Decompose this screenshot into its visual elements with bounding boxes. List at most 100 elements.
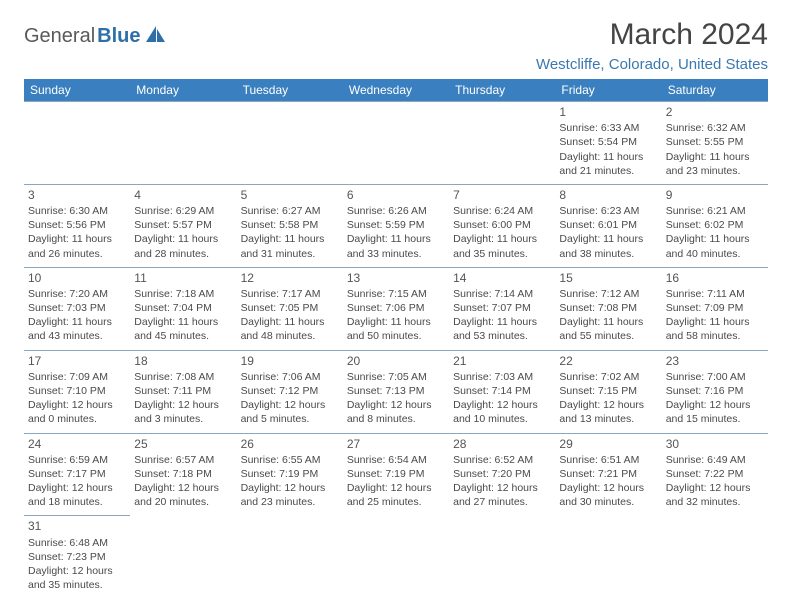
sunrise-text: Sunrise: 6:55 AM: [241, 453, 339, 467]
calendar-cell: 30Sunrise: 6:49 AMSunset: 7:22 PMDayligh…: [662, 433, 768, 516]
sunrise-text: Sunrise: 6:29 AM: [134, 204, 232, 218]
day-number: 28: [453, 436, 551, 452]
sunset-text: Sunset: 7:08 PM: [559, 301, 657, 315]
calendar-cell: [449, 516, 555, 598]
sunrise-text: Sunrise: 6:57 AM: [134, 453, 232, 467]
daylight-text: Daylight: 11 hours and 50 minutes.: [347, 315, 445, 343]
day-number: 17: [28, 353, 126, 369]
sunset-text: Sunset: 7:23 PM: [28, 550, 126, 564]
daylight-text: Daylight: 12 hours and 10 minutes.: [453, 398, 551, 426]
calendar-table: Sunday Monday Tuesday Wednesday Thursday…: [24, 79, 768, 598]
daylight-text: Daylight: 11 hours and 35 minutes.: [453, 232, 551, 260]
daylight-text: Daylight: 12 hours and 27 minutes.: [453, 481, 551, 509]
calendar-cell: 13Sunrise: 7:15 AMSunset: 7:06 PMDayligh…: [343, 267, 449, 350]
calendar-cell: 5Sunrise: 6:27 AMSunset: 5:58 PMDaylight…: [237, 184, 343, 267]
calendar-row: 17Sunrise: 7:09 AMSunset: 7:10 PMDayligh…: [24, 350, 768, 433]
day-number: 29: [559, 436, 657, 452]
sunrise-text: Sunrise: 6:27 AM: [241, 204, 339, 218]
daylight-text: Daylight: 12 hours and 23 minutes.: [241, 481, 339, 509]
sunset-text: Sunset: 7:07 PM: [453, 301, 551, 315]
sunset-text: Sunset: 6:01 PM: [559, 218, 657, 232]
calendar-cell: [24, 102, 130, 185]
calendar-cell: 31Sunrise: 6:48 AMSunset: 7:23 PMDayligh…: [24, 516, 130, 598]
day-number: 19: [241, 353, 339, 369]
sunrise-text: Sunrise: 7:09 AM: [28, 370, 126, 384]
calendar-body: 1Sunrise: 6:33 AMSunset: 5:54 PMDaylight…: [24, 102, 768, 599]
calendar-cell: [449, 102, 555, 185]
daylight-text: Daylight: 11 hours and 31 minutes.: [241, 232, 339, 260]
logo-text-general: General: [24, 25, 95, 48]
calendar-cell: 26Sunrise: 6:55 AMSunset: 7:19 PMDayligh…: [237, 433, 343, 516]
sunset-text: Sunset: 7:03 PM: [28, 301, 126, 315]
daylight-text: Daylight: 11 hours and 28 minutes.: [134, 232, 232, 260]
daylight-text: Daylight: 11 hours and 21 minutes.: [559, 150, 657, 178]
calendar-cell: 12Sunrise: 7:17 AMSunset: 7:05 PMDayligh…: [237, 267, 343, 350]
calendar-cell: 8Sunrise: 6:23 AMSunset: 6:01 PMDaylight…: [555, 184, 661, 267]
calendar-cell: 3Sunrise: 6:30 AMSunset: 5:56 PMDaylight…: [24, 184, 130, 267]
calendar-cell: 20Sunrise: 7:05 AMSunset: 7:13 PMDayligh…: [343, 350, 449, 433]
day-number: 18: [134, 353, 232, 369]
sunrise-text: Sunrise: 7:12 AM: [559, 287, 657, 301]
day-number: 14: [453, 270, 551, 286]
sunset-text: Sunset: 5:54 PM: [559, 135, 657, 149]
daylight-text: Daylight: 12 hours and 30 minutes.: [559, 481, 657, 509]
logo-text-blue: Blue: [97, 25, 140, 48]
sunrise-text: Sunrise: 7:20 AM: [28, 287, 126, 301]
weekday-header: Thursday: [449, 79, 555, 102]
calendar-cell: 16Sunrise: 7:11 AMSunset: 7:09 PMDayligh…: [662, 267, 768, 350]
calendar-cell: 22Sunrise: 7:02 AMSunset: 7:15 PMDayligh…: [555, 350, 661, 433]
sunrise-text: Sunrise: 7:08 AM: [134, 370, 232, 384]
calendar-cell: 14Sunrise: 7:14 AMSunset: 7:07 PMDayligh…: [449, 267, 555, 350]
sunrise-text: Sunrise: 6:26 AM: [347, 204, 445, 218]
calendar-cell: 29Sunrise: 6:51 AMSunset: 7:21 PMDayligh…: [555, 433, 661, 516]
sunrise-text: Sunrise: 7:02 AM: [559, 370, 657, 384]
calendar-cell: 18Sunrise: 7:08 AMSunset: 7:11 PMDayligh…: [130, 350, 236, 433]
day-number: 12: [241, 270, 339, 286]
sunset-text: Sunset: 7:18 PM: [134, 467, 232, 481]
day-number: 1: [559, 104, 657, 120]
month-title: March 2024: [536, 18, 768, 52]
calendar-cell: [237, 516, 343, 598]
weekday-header: Monday: [130, 79, 236, 102]
daylight-text: Daylight: 12 hours and 20 minutes.: [134, 481, 232, 509]
sunset-text: Sunset: 7:09 PM: [666, 301, 764, 315]
sunset-text: Sunset: 7:12 PM: [241, 384, 339, 398]
daylight-text: Daylight: 12 hours and 13 minutes.: [559, 398, 657, 426]
sunrise-text: Sunrise: 7:14 AM: [453, 287, 551, 301]
calendar-cell: [662, 516, 768, 598]
day-number: 16: [666, 270, 764, 286]
title-block: March 2024 Westcliffe, Colorado, United …: [536, 18, 768, 73]
calendar-cell: 25Sunrise: 6:57 AMSunset: 7:18 PMDayligh…: [130, 433, 236, 516]
daylight-text: Daylight: 12 hours and 25 minutes.: [347, 481, 445, 509]
daylight-text: Daylight: 11 hours and 40 minutes.: [666, 232, 764, 260]
day-number: 11: [134, 270, 232, 286]
sunset-text: Sunset: 7:22 PM: [666, 467, 764, 481]
calendar-cell: 15Sunrise: 7:12 AMSunset: 7:08 PMDayligh…: [555, 267, 661, 350]
calendar-cell: 1Sunrise: 6:33 AMSunset: 5:54 PMDaylight…: [555, 102, 661, 185]
sunset-text: Sunset: 6:02 PM: [666, 218, 764, 232]
daylight-text: Daylight: 11 hours and 33 minutes.: [347, 232, 445, 260]
sunrise-text: Sunrise: 6:32 AM: [666, 121, 764, 135]
sunset-text: Sunset: 6:00 PM: [453, 218, 551, 232]
day-number: 3: [28, 187, 126, 203]
sunrise-text: Sunrise: 6:52 AM: [453, 453, 551, 467]
weekday-header: Tuesday: [237, 79, 343, 102]
weekday-header: Saturday: [662, 79, 768, 102]
sunrise-text: Sunrise: 6:23 AM: [559, 204, 657, 218]
sunrise-text: Sunrise: 6:30 AM: [28, 204, 126, 218]
daylight-text: Daylight: 12 hours and 8 minutes.: [347, 398, 445, 426]
calendar-cell: 10Sunrise: 7:20 AMSunset: 7:03 PMDayligh…: [24, 267, 130, 350]
sunrise-text: Sunrise: 6:54 AM: [347, 453, 445, 467]
calendar-cell: 9Sunrise: 6:21 AMSunset: 6:02 PMDaylight…: [662, 184, 768, 267]
weekday-header-row: Sunday Monday Tuesday Wednesday Thursday…: [24, 79, 768, 102]
calendar-cell: 2Sunrise: 6:32 AMSunset: 5:55 PMDaylight…: [662, 102, 768, 185]
sunrise-text: Sunrise: 7:03 AM: [453, 370, 551, 384]
sunset-text: Sunset: 5:58 PM: [241, 218, 339, 232]
sunrise-text: Sunrise: 6:49 AM: [666, 453, 764, 467]
day-number: 21: [453, 353, 551, 369]
calendar-cell: 24Sunrise: 6:59 AMSunset: 7:17 PMDayligh…: [24, 433, 130, 516]
day-number: 30: [666, 436, 764, 452]
day-number: 7: [453, 187, 551, 203]
calendar-cell: 27Sunrise: 6:54 AMSunset: 7:19 PMDayligh…: [343, 433, 449, 516]
sunset-text: Sunset: 5:55 PM: [666, 135, 764, 149]
